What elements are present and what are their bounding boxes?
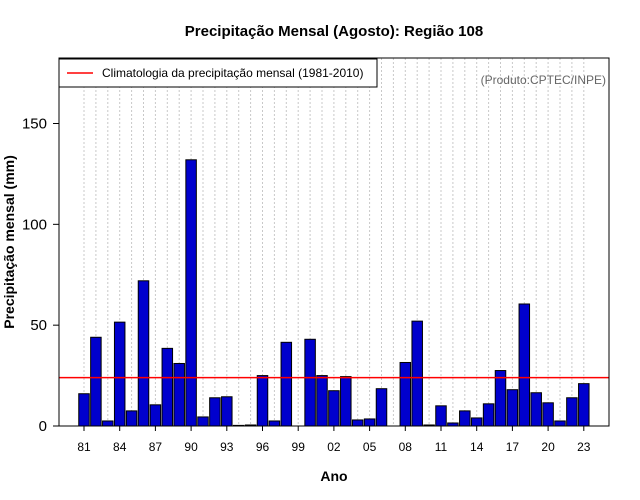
bar-90 — [185, 159, 197, 427]
x-tick-label: 08 — [399, 440, 413, 454]
bar-00 — [304, 338, 316, 427]
bar-83 — [102, 420, 114, 427]
bar-02 — [328, 390, 340, 427]
bar-01 — [316, 375, 328, 427]
x-axis-label: Ano — [320, 468, 347, 484]
bar-89 — [173, 362, 185, 427]
x-axis-ticks: 81 84 87 90 93 96 99 02 05 08 11 14 17 20 23 — [77, 426, 591, 454]
vertical-gridlines — [83, 58, 585, 426]
bar-18 — [518, 303, 531, 427]
bar-22 — [566, 397, 578, 427]
bar-81 — [78, 393, 90, 427]
legend-box — [58, 58, 378, 88]
legend-label: Climatologia da precipitação mensal (198… — [102, 66, 363, 80]
x-tick-label: 99 — [292, 440, 306, 454]
bar-85 — [125, 410, 138, 427]
bar-84 — [113, 321, 126, 427]
product-credit: (Produto:CPTEC/INPE) — [481, 73, 606, 87]
bar-87 — [149, 404, 162, 427]
y-axis-ticks: 0 50 100 150 — [22, 116, 59, 435]
x-tick-label: 02 — [327, 440, 341, 454]
bar-97 — [268, 420, 281, 427]
x-tick-label: 05 — [363, 440, 377, 454]
bar-06 — [375, 388, 388, 427]
x-tick-label: 90 — [184, 440, 198, 454]
bar-15 — [482, 403, 495, 427]
y-axis-label: Precipitação mensal (mm) — [1, 155, 17, 329]
bar-88 — [161, 347, 174, 427]
x-tick-label: 81 — [77, 440, 91, 454]
x-tick-label: 87 — [149, 440, 163, 454]
x-tick-label: 84 — [113, 440, 127, 454]
bar-96 — [256, 375, 269, 427]
bar-20 — [542, 402, 554, 427]
bar-21 — [554, 420, 566, 427]
y-tick-label: 150 — [22, 116, 47, 133]
x-tick-label: 11 — [435, 440, 448, 454]
x-tick-label: 14 — [470, 440, 484, 454]
bar-92 — [209, 397, 221, 427]
bar-86 — [137, 280, 150, 427]
bar-09 — [411, 320, 423, 427]
chart-title: Precipitação Mensal (Agosto): Região 108 — [185, 23, 483, 40]
legend: Climatologia da precipitação mensal (198… — [58, 58, 378, 88]
y-tick-label: 50 — [30, 317, 47, 334]
y-tick-label: 0 — [39, 418, 47, 435]
bar-03 — [340, 376, 352, 427]
x-tick-label: 93 — [220, 440, 234, 454]
x-tick-label: 96 — [256, 440, 270, 454]
bar-82 — [90, 336, 102, 427]
bar-93 — [221, 396, 233, 427]
x-tick-label: 17 — [506, 440, 520, 454]
bar-16 — [494, 370, 507, 427]
bar-19 — [530, 392, 542, 427]
bar-98 — [280, 341, 293, 427]
bar-05 — [363, 418, 376, 427]
y-tick-label: 100 — [22, 216, 47, 233]
x-tick-label: 20 — [541, 440, 555, 454]
bar-91 — [197, 416, 209, 427]
bar-08 — [399, 361, 412, 427]
bar-17 — [506, 389, 519, 427]
bar-13 — [459, 410, 471, 427]
bar-14 — [470, 417, 483, 427]
x-tick-label: 23 — [577, 440, 591, 454]
bar-series — [78, 159, 590, 427]
bar-04 — [351, 419, 364, 427]
bar-23 — [578, 383, 590, 427]
bar-11 — [435, 405, 447, 427]
